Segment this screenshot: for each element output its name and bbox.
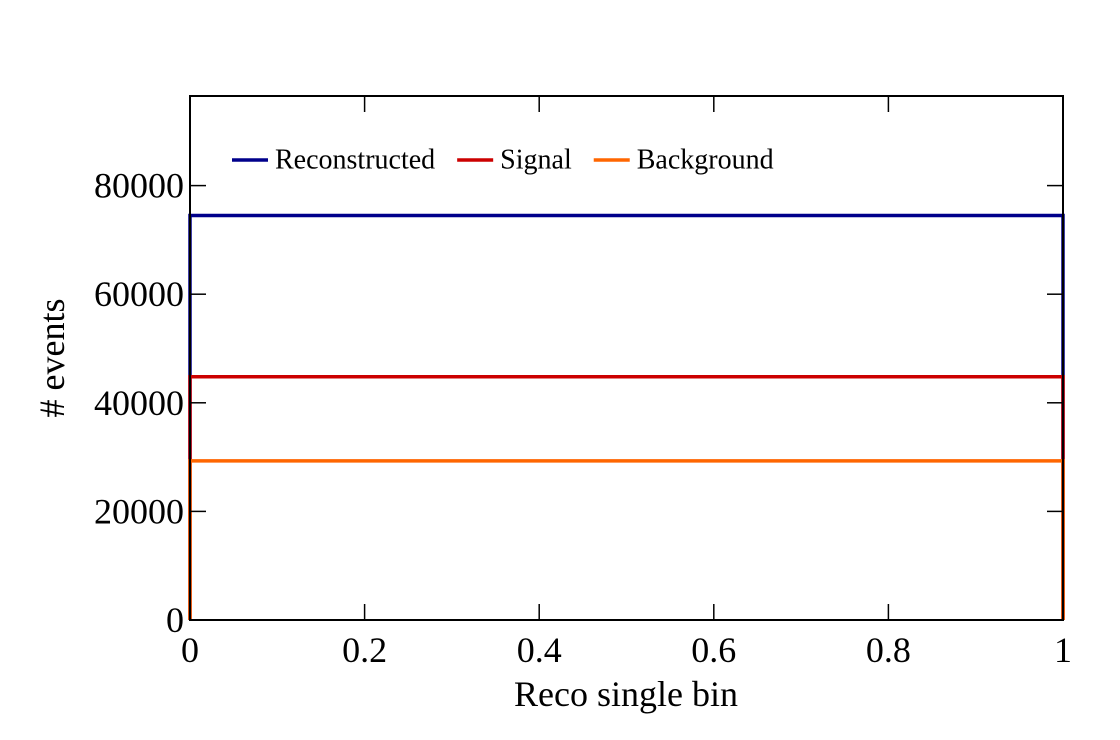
histogram-step: [188, 459, 1065, 620]
x-tick-label: 0: [181, 630, 199, 670]
histogram-step: [188, 374, 1065, 620]
x-axis-label: Reco single bin: [514, 674, 738, 714]
y-tick-label: 80000: [94, 166, 184, 206]
y-tick-label: 20000: [94, 491, 184, 531]
histogram-step: [188, 213, 1065, 620]
x-tick-label: 0.2: [342, 630, 387, 670]
legend-label: Reconstructed: [275, 144, 435, 175]
legend-label: Signal: [500, 144, 572, 175]
plot-frame: [189, 95, 1064, 621]
y-tick-label: 60000: [94, 274, 184, 314]
x-tick-label: 1: [1054, 630, 1072, 670]
x-tick-label: 0.6: [691, 630, 736, 670]
x-tick-label: 0.8: [866, 630, 911, 670]
x-tick-label: 0.4: [517, 630, 562, 670]
y-axis-label: # events: [32, 299, 72, 418]
legend-label: Background: [637, 144, 774, 175]
y-tick-label: 40000: [94, 383, 184, 423]
y-tick-label: 0: [166, 600, 184, 640]
